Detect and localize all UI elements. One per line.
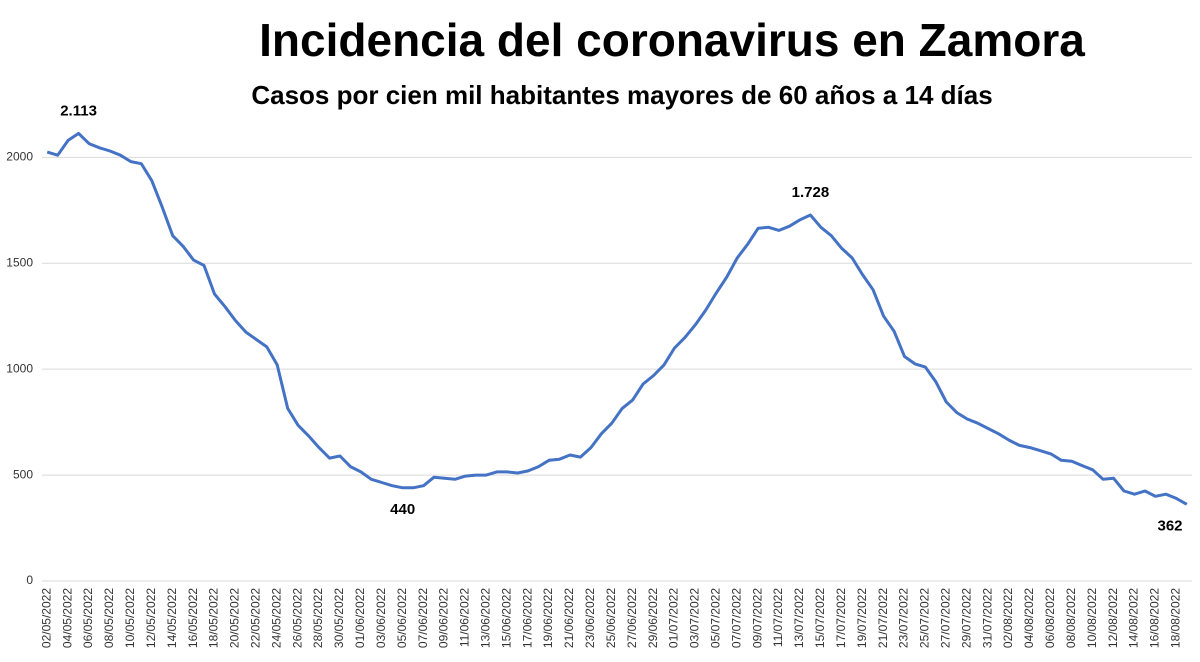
value-label: 1.728	[792, 184, 830, 201]
chart-title: Incidencia del coronavirus en Zamora	[259, 14, 1085, 66]
x-tick-label: 20/05/2022	[228, 588, 242, 648]
x-tick-label: 23/07/2022	[897, 588, 911, 648]
x-tick-label: 21/06/2022	[562, 588, 576, 648]
x-tick-label: 14/08/2022	[1127, 588, 1141, 648]
x-tick-label: 15/06/2022	[499, 588, 513, 648]
x-tick-label: 16/05/2022	[186, 588, 200, 648]
x-tick-label: 13/07/2022	[792, 588, 806, 648]
x-tick-label: 01/07/2022	[667, 588, 681, 648]
x-tick-label: 11/07/2022	[771, 588, 785, 647]
x-tick-label: 10/08/2022	[1085, 588, 1099, 648]
x-tick-label: 06/08/2022	[1043, 588, 1057, 648]
x-tick-label: 03/06/2022	[374, 588, 388, 648]
x-tick-label: 03/07/2022	[688, 588, 702, 648]
x-tick-label: 04/08/2022	[1022, 588, 1036, 648]
x-tick-label: 17/07/2022	[834, 588, 848, 648]
x-tick-label: 08/05/2022	[102, 588, 116, 648]
x-tick-label: 02/05/2022	[39, 588, 53, 648]
x-tick-label: 09/06/2022	[437, 588, 451, 648]
x-tick-label: 11/06/2022	[458, 588, 472, 647]
x-tick-label: 12/05/2022	[144, 588, 158, 648]
x-tick-label: 02/08/2022	[1001, 588, 1015, 648]
x-tick-label: 30/05/2022	[332, 588, 346, 648]
x-tick-label: 05/06/2022	[395, 588, 409, 648]
x-tick-label: 12/08/2022	[1106, 588, 1120, 648]
y-tick-label: 1000	[6, 361, 33, 375]
x-tick-label: 22/05/2022	[248, 588, 262, 648]
y-tick-label: 500	[13, 467, 33, 481]
x-tick-label: 21/07/2022	[876, 588, 890, 648]
x-tick-label: 18/08/2022	[1168, 588, 1182, 648]
x-tick-label: 27/07/2022	[938, 588, 952, 648]
x-tick-label: 31/07/2022	[980, 588, 994, 648]
data-line	[46, 131, 1188, 506]
x-tick-label: 10/05/2022	[123, 588, 137, 648]
x-tick-label: 14/05/2022	[165, 588, 179, 648]
x-tick-label: 01/06/2022	[353, 588, 367, 648]
x-tick-label: 06/05/2022	[81, 588, 95, 648]
x-tick-label: 07/06/2022	[416, 588, 430, 648]
x-tick-label: 04/05/2022	[60, 588, 74, 648]
y-tick-label: 2000	[6, 150, 33, 164]
y-tick-label: 1500	[6, 255, 33, 269]
x-tick-label: 29/07/2022	[959, 588, 973, 648]
x-tick-label: 19/06/2022	[541, 588, 555, 648]
x-tick-label: 15/07/2022	[813, 588, 827, 648]
value-label: 440	[390, 501, 415, 518]
x-tick-label: 25/06/2022	[604, 588, 618, 648]
x-tick-label: 24/05/2022	[269, 588, 283, 648]
x-tick-label: 09/07/2022	[750, 588, 764, 648]
chart-subtitle: Casos por cien mil habitantes mayores de…	[251, 80, 992, 110]
x-tick-label: 17/06/2022	[520, 588, 534, 648]
x-tick-label: 07/07/2022	[729, 588, 743, 648]
x-tick-label: 23/06/2022	[583, 588, 597, 648]
x-tick-label: 05/07/2022	[708, 588, 722, 648]
value-label: 362	[1157, 517, 1182, 534]
x-tick-label: 19/07/2022	[855, 588, 869, 648]
x-tick-label: 18/05/2022	[207, 588, 221, 648]
value-label: 2.113	[60, 102, 97, 119]
y-tick-label: 0	[26, 573, 33, 587]
x-tick-label: 25/07/2022	[918, 588, 932, 648]
x-tick-label: 13/06/2022	[478, 588, 492, 648]
x-tick-label: 16/08/2022	[1148, 588, 1162, 648]
x-tick-label: 29/06/2022	[646, 588, 660, 648]
x-tick-label: 26/05/2022	[290, 588, 304, 648]
x-tick-label: 27/06/2022	[625, 588, 639, 648]
x-tick-label: 08/08/2022	[1064, 588, 1078, 648]
x-tick-label: 28/05/2022	[311, 588, 325, 648]
